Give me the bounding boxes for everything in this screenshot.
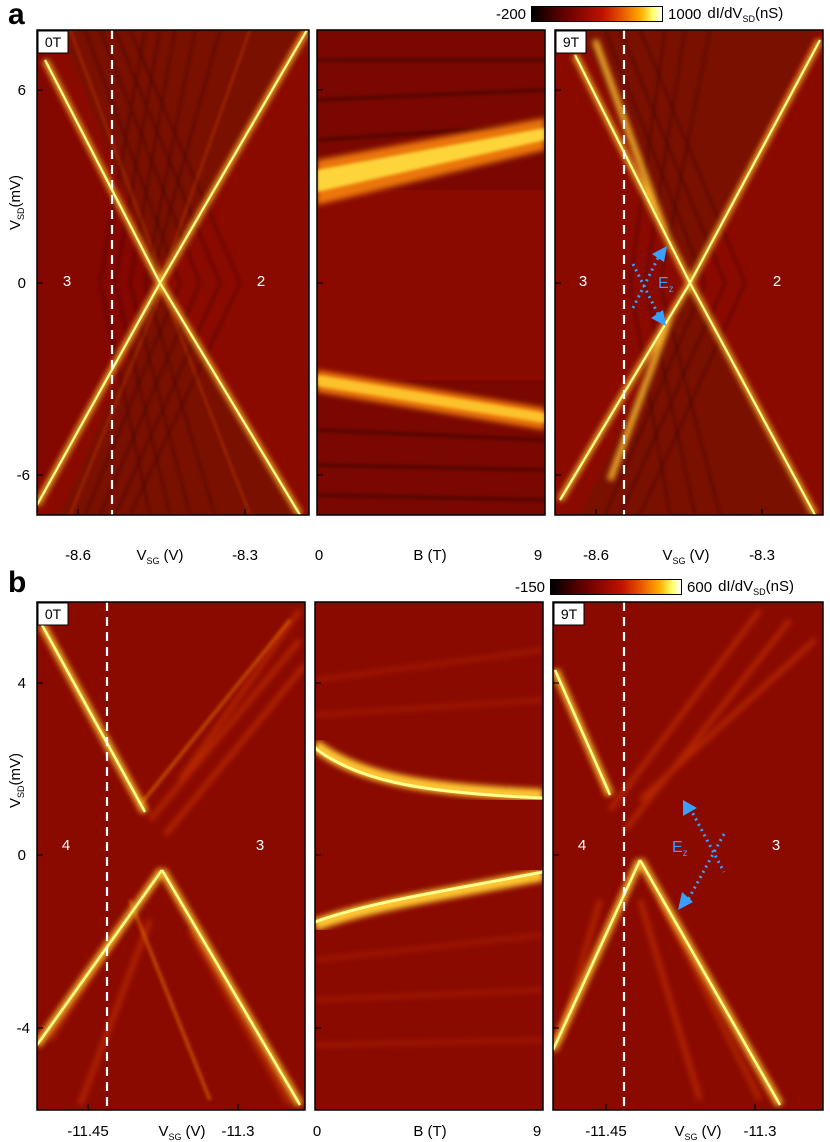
xtick-a-mid-2: 9: [534, 547, 542, 564]
arrowhead-up-b: [683, 800, 697, 816]
region-a-right-right: 2: [773, 273, 781, 290]
xlabel-a-left: VSG (V): [136, 547, 183, 566]
field-tag-a-right: [555, 30, 587, 54]
frame-b-middle: [314, 601, 544, 1111]
colorbar-a-label: dI/dVSD(nS): [707, 4, 784, 24]
colorbar-a-gradient: [531, 6, 664, 22]
ytick-b-mid: 0: [18, 847, 26, 864]
ytick-b-bottom: -4: [17, 1020, 30, 1037]
ez-arrows-a: [631, 253, 662, 319]
frame-b-left: [36, 601, 306, 1111]
ez-label-b: Ez: [672, 839, 688, 859]
xlabel-b-right: VSG (V): [674, 1123, 721, 1142]
field-tag-b-left: [37, 602, 69, 626]
xtick-b-mid-1: 0: [313, 1123, 321, 1140]
region-b-left-right: 3: [256, 837, 264, 854]
ylabel-b: VSD(mV): [7, 753, 26, 808]
xtick-b-mid-2: 9: [533, 1123, 541, 1140]
xlabel-b-mid: B (T): [413, 1123, 446, 1140]
heatmap-b-left: [37, 602, 305, 1110]
ez-arrows-b: [686, 807, 726, 901]
frame-b-right: [552, 601, 824, 1111]
tick-marks: [37, 89, 763, 1110]
region-a-left-right: 2: [257, 273, 265, 290]
arrowhead-down-a: [651, 310, 666, 326]
xtick-b-right-1: -11.45: [585, 1123, 626, 1140]
panel-letter-a: a: [8, 0, 25, 31]
region-b-right-left: 4: [578, 837, 586, 854]
xlabel-b-left: VSG (V): [158, 1123, 205, 1142]
xtick-b-left-2: -11.3: [221, 1123, 254, 1140]
field-b-right: 9T: [561, 606, 578, 622]
field-b-left: 0T: [45, 606, 62, 622]
arrowhead-down-b: [678, 892, 693, 910]
field-a-right: 9T: [563, 34, 580, 50]
xtick-a-left-1: -8.6: [65, 547, 91, 564]
colorbar-b-max: 600: [687, 578, 713, 596]
colorbar-a: -200 1000 dI/dVSD(nS): [496, 4, 784, 24]
arrowhead-up-a: [652, 246, 667, 262]
xlabel-a-right: VSG (V): [662, 547, 709, 566]
heatmap-a-left: [37, 30, 309, 515]
colorbar-b-label: dI/dVSD(nS): [718, 577, 794, 597]
xtick-b-right-2: -11.3: [743, 1123, 776, 1140]
heatmap-a-middle: [317, 30, 545, 515]
field-tag-a-left: [37, 30, 69, 54]
region-a-left-left: 3: [63, 273, 71, 290]
frame-a-middle: [316, 29, 546, 516]
xlabel-a-mid: B (T): [413, 547, 446, 564]
colorbar-a-min: -200: [496, 5, 527, 23]
colorbar-b: -150 600 dI/dVSD(nS): [515, 577, 794, 597]
colorbar-a-max: 1000: [668, 5, 702, 23]
frame-a-right: [554, 29, 824, 516]
region-b-left-left: 4: [62, 837, 70, 854]
ytick-a-bottom: -6: [17, 467, 30, 484]
ylabel-a: VSD(mV): [7, 175, 26, 230]
heatmap-b-right: [553, 602, 823, 1110]
region-b-right-right: 3: [772, 837, 780, 854]
colorbar-b-min: -150: [515, 578, 546, 596]
colorbar-b-gradient: [550, 579, 683, 595]
field-tag-b-right: [553, 602, 585, 626]
field-a-left: 0T: [45, 34, 62, 50]
ez-label-a: Ez: [658, 275, 674, 295]
ytick-a-top: 6: [18, 82, 26, 99]
heatmap-b-middle: [315, 602, 543, 1110]
ytick-a-mid: 0: [18, 275, 26, 292]
xtick-a-right-1: -8.6: [583, 547, 609, 564]
xtick-a-right-2: -8.3: [749, 547, 775, 564]
frame-a-left: [36, 29, 310, 516]
region-a-right-left: 3: [579, 273, 587, 290]
xtick-b-left-1: -11.45: [67, 1123, 108, 1140]
panel-letter-b: b: [8, 566, 27, 599]
xtick-a-mid-1: 0: [315, 547, 323, 564]
heatmap-a-right: [555, 30, 823, 515]
xtick-a-left-2: -8.3: [232, 547, 258, 564]
ytick-b-top: 4: [18, 675, 26, 692]
